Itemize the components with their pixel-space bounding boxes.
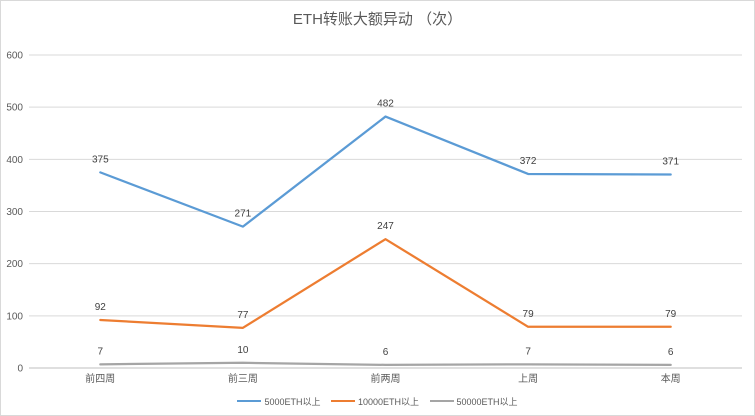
legend-item: 50000ETH以上 <box>429 395 518 408</box>
legend-swatch-50000 <box>429 400 454 402</box>
data-label: 6 <box>668 347 674 358</box>
x-axis-ticks: 前四周 前三周 前两周 上周 本周 <box>85 372 680 385</box>
y-tick-label: 600 <box>6 51 23 62</box>
series-line-1 <box>99 238 672 329</box>
x-tick-label: 前四周 <box>85 372 115 385</box>
y-axis-ticks: 0 100 200 300 400 500 600 <box>6 51 23 375</box>
y-tick-label: 500 <box>6 103 23 114</box>
series-line-0 <box>99 115 672 228</box>
data-label: 92 <box>95 302 107 313</box>
data-label: 79 <box>523 309 535 320</box>
data-label: 6 <box>383 347 389 358</box>
series-line-2 <box>99 361 672 366</box>
chart-title: ETH转账大额异动 （次） <box>292 11 463 28</box>
data-label: 10 <box>237 345 249 356</box>
data-label: 247 <box>377 221 394 232</box>
x-tick-label: 前三周 <box>228 372 258 385</box>
data-label: 371 <box>662 156 679 167</box>
y-tick-label: 200 <box>6 259 23 270</box>
x-tick-label: 前两周 <box>371 372 401 385</box>
data-label: 375 <box>92 154 109 165</box>
legend-label: 5000ETH以上 <box>264 396 321 407</box>
legend-swatch-10000 <box>330 400 355 402</box>
data-label: 271 <box>235 209 252 220</box>
legend-item: 5000ETH以上 <box>237 395 320 408</box>
data-label: 7 <box>525 346 531 357</box>
data-label: 482 <box>377 99 394 110</box>
y-tick-label: 100 <box>6 311 23 322</box>
y-tick-label: 400 <box>6 155 23 166</box>
y-tick-label: 300 <box>6 207 23 218</box>
data-label: 372 <box>520 156 537 167</box>
legend-item: 10000ETH以上 <box>330 395 420 408</box>
series-lines <box>99 115 672 366</box>
legend: 5000ETH以上 10000ETH以上 50000ETH以上 <box>0 394 755 408</box>
data-label: 79 <box>665 309 677 320</box>
gridlines <box>29 54 742 369</box>
data-labels: 375 271 482 372 371 92 77 247 79 79 7 10 6 7 6 <box>92 99 680 358</box>
data-label: 77 <box>237 310 249 321</box>
legend-label: 50000ETH以上 <box>456 396 518 407</box>
x-tick-label: 本周 <box>661 372 681 385</box>
data-label: 7 <box>98 346 104 357</box>
y-tick-label: 0 <box>17 364 23 375</box>
legend-label: 10000ETH以上 <box>357 396 420 407</box>
x-tick-label: 上周 <box>518 373 538 385</box>
legend-swatch-5000 <box>237 400 262 402</box>
